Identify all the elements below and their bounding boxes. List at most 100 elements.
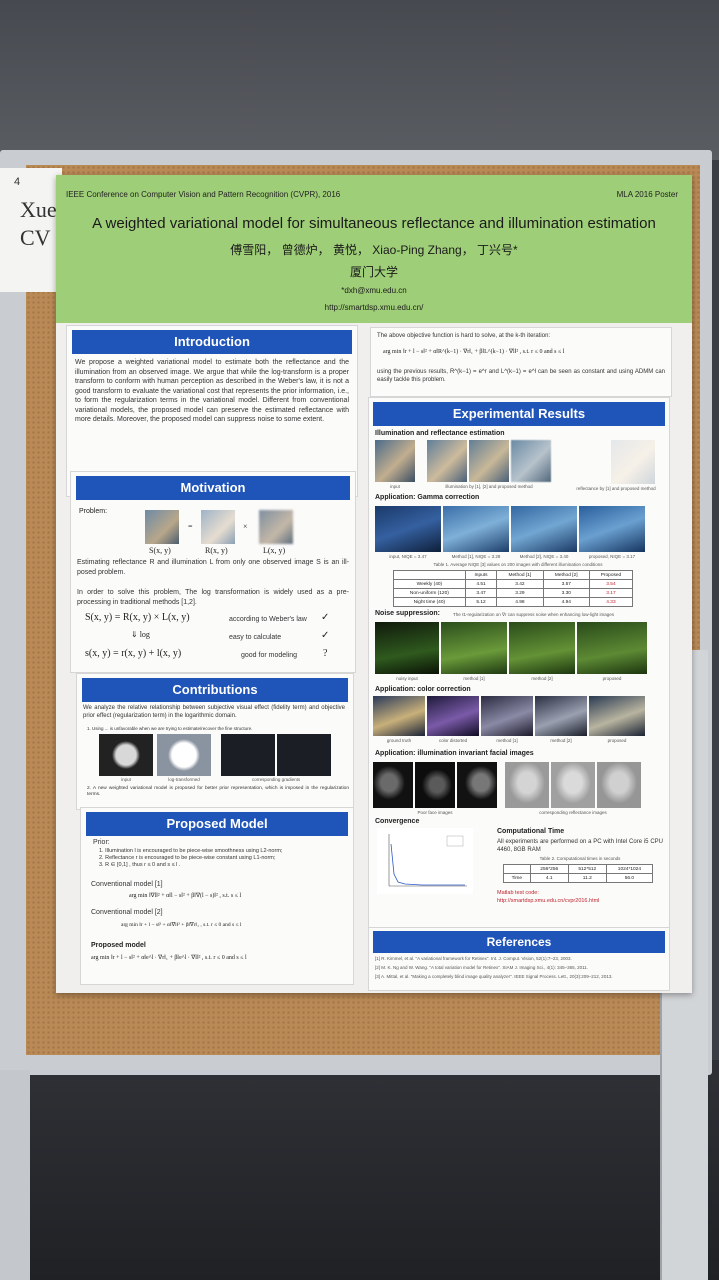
admm-text-2: using the previous results, R^(k−1) = e^… [377, 369, 665, 383]
statue-illumination-image [259, 510, 293, 544]
conventional-model-2-label: Conventional model [2] [91, 909, 163, 916]
table-cell: 3.54 [588, 579, 634, 589]
table-cell: 4.1 [529, 873, 569, 883]
contribution-item-1: 1. Using ... is unfavorable when we are … [87, 726, 253, 731]
statue-illumination-1-image [427, 440, 467, 482]
prior-item-3: 3. R ∈ [0,1] , thus r ≤ 0 and s ≤ l . [99, 862, 181, 868]
table-cell: 3.42 [496, 579, 544, 589]
niqe-table: Inputs Method [1] Method [2] Proposed Weekl… [393, 570, 634, 607]
flower-input-image [99, 734, 153, 776]
poster-title: A weighted variational model for simulta… [92, 215, 656, 232]
caption-gamma-input: input, NIQE = 3.47 [389, 554, 427, 559]
poster-authors: 傅雪阳， 曾德炉， 黄悦， Xiao-Ping Zhang， 丁兴号* [230, 243, 518, 257]
comp-time-table: 256*256 512*512 1024*1024 Time 4.1 11.2 56.0 [503, 864, 654, 883]
caption-input: input [390, 484, 400, 489]
table-header-cell: Method [2] [542, 570, 590, 580]
caption-noise-method1: method [1] [463, 676, 485, 681]
face-reflectance-image-1 [505, 762, 549, 808]
stand-left-leg [0, 1070, 30, 1280]
poster: IEEE Conference on Computer Vision and P… [56, 175, 692, 993]
gradient-image-2 [277, 734, 331, 776]
poster-url: http://smartdsp.xmu.edu.cn/ [324, 303, 424, 312]
table-row: Non-uniform (120) 3.47 3.29 3.30 3.17 [393, 588, 634, 598]
table-cell: 4.33 [588, 597, 634, 607]
code-link[interactable]: http://smartdsp.xmu.edu.cn/cvpr2016.html [497, 898, 600, 904]
contributions-text: We analyze the relative relationship bet… [83, 705, 345, 719]
proposed-model-section: Proposed Model Prior: 1. Illumination l … [80, 807, 354, 985]
caption-color-method1: method [1] [496, 738, 518, 743]
caption-illumination: illumination by [1], [2] and proposed me… [445, 484, 533, 489]
board-label-card [0, 168, 62, 292]
color-method1-image [481, 696, 533, 736]
plant-method1-image [441, 622, 507, 674]
references-heading: References [373, 931, 665, 953]
flower-log-image [157, 734, 211, 776]
proposed-model-formula: arg min ‖r + l − s‖² + α‖e^l · ∇r‖₁ + β‖… [91, 955, 247, 961]
reference-item: [3] A. Mittal, et al. "Making a complete… [375, 974, 613, 979]
caption-noise-proposed: proposed [602, 676, 622, 681]
statue-input-image [145, 510, 179, 544]
caption-input: input [121, 777, 131, 782]
reference-item: [2] M. K. Ng and W. Wang. "A total varia… [375, 965, 589, 970]
prior-item-2: 2. Reflectance r is encouraged to be pie… [99, 855, 276, 861]
windsurf-method1-image [443, 506, 509, 552]
experimental-results-section: Experimental Results Illumination and re… [368, 397, 670, 965]
color-ground-truth-image [373, 696, 425, 736]
convergence-plot [377, 828, 473, 894]
proposed-model-heading: Proposed Model [86, 812, 348, 836]
contributions-heading: Contributions [82, 678, 348, 702]
face-input-image-2 [415, 762, 455, 808]
noise-suppression-heading: Noise suppression: [375, 610, 440, 617]
weber-formula: S(x, y) = R(x, y) × L(x, y) [85, 612, 190, 623]
table-header-cell: Proposed [588, 570, 634, 580]
color-proposed-image [589, 696, 645, 736]
table-cell: 11.2 [567, 873, 607, 883]
table-header-cell: 256*256 [529, 864, 569, 874]
introduction-heading: Introduction [72, 330, 352, 354]
problem-text: Estimating reflectance R and illuminatio… [77, 559, 349, 576]
motivation-section: Motivation Problem: S(x, y) = R(x, y) × … [70, 471, 356, 673]
table-cell: 3.57 [542, 579, 590, 589]
table-cell: 3.29 [496, 588, 544, 598]
face-input-image-3 [457, 762, 497, 808]
code-label: Matlab test code: [497, 890, 539, 896]
statue-reflectance-image [611, 440, 655, 484]
color-distorted-image [427, 696, 479, 736]
problem-label: Problem: [79, 508, 108, 515]
log-formula: s(x, y) = r(x, y) + l(x, y) [85, 648, 182, 659]
caption-gamma-method2: Method [2], NIQE = 3.40 [519, 554, 569, 559]
conventional-model-1-label: Conventional model [1] [91, 881, 163, 888]
log-transform-text: In order to solve this problem, The log … [77, 589, 349, 606]
prior-label: Prior: [93, 839, 110, 846]
contributions-section: Contributions We analyze the relative re… [76, 673, 354, 810]
check-icon: ✓ [321, 612, 330, 623]
gamma-correction-heading: Application: Gamma correction [375, 494, 480, 501]
caption-face-reflectance: corresponding reflectance images [539, 810, 607, 815]
table-cell: 4.51 [464, 579, 498, 589]
caption-noise-method2: method [2] [531, 676, 553, 681]
reference-item: [1] R. Kimmel, et al. "A variational fra… [375, 956, 572, 961]
contribution-item-2: 2. A new weighted variational model is p… [87, 786, 349, 797]
table-cell: 3.30 [542, 588, 590, 598]
plant-method2-image [509, 622, 575, 674]
table-cell: Time [503, 873, 531, 883]
introduction-section: Introduction We propose a weighted varia… [66, 325, 358, 497]
table-row: Night time (40) 5.12 4.98 4.94 4.33 [393, 597, 634, 607]
poster-email: *dxh@xmu.edu.cn [341, 286, 407, 295]
table-cell: 4.94 [542, 597, 590, 607]
plant-proposed-image [577, 622, 647, 674]
table-header-cell: Inputs [464, 570, 498, 580]
references-section: References [1] R. Kimmel, et al. "A vari… [368, 927, 670, 991]
table-cell: Weekly (40) [393, 579, 466, 589]
caption-color-method2: method [2] [550, 738, 572, 743]
eq-s: S(x, y) [149, 546, 171, 555]
face-reflectance-image-2 [551, 762, 595, 808]
color-correction-heading: Application: color correction [375, 686, 471, 693]
windsurf-input-image [375, 506, 441, 552]
poster-affiliation: 厦门大学 [349, 265, 398, 279]
caption-noisy-input: noisy input [396, 676, 418, 681]
weber-note: according to Weber's law [229, 616, 307, 623]
caption-log: log-transformed [168, 777, 200, 782]
caption-gamma-method1: Method [1], NIQE = 3.28 [451, 554, 501, 559]
facial-images-heading: Application: illumination invariant faci… [375, 750, 534, 757]
